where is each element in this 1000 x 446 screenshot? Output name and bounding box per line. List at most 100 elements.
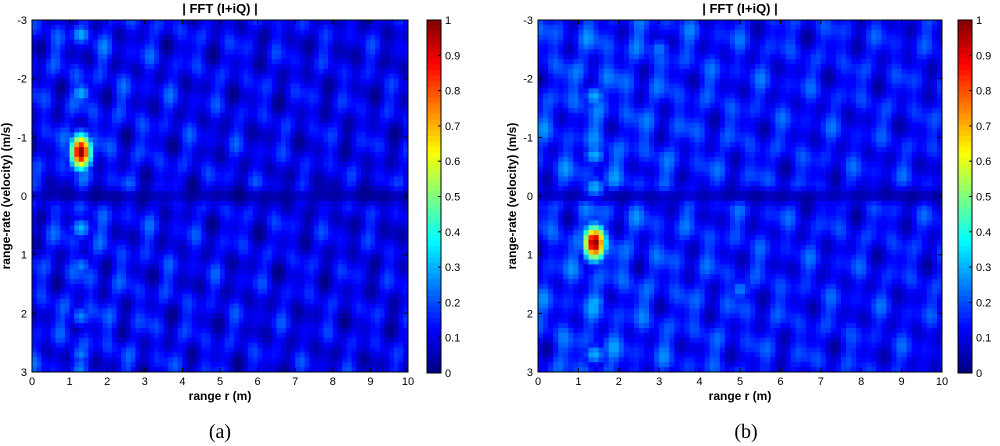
heatmap-cell [389, 54, 395, 60]
heatmap-cell [107, 83, 113, 89]
heatmap-cell [262, 313, 268, 319]
heatmap-cell [267, 20, 273, 26]
heatmap-cell [163, 279, 169, 285]
heatmap-cell [224, 122, 230, 128]
heatmap-cell [60, 34, 66, 40]
heatmap-cell [102, 176, 108, 182]
heatmap-cell [50, 117, 56, 124]
heatmap-cell [215, 161, 221, 168]
heatmap-cell [168, 191, 174, 197]
heatmap-cell [267, 142, 273, 148]
heatmap-cell [50, 142, 56, 148]
heatmap-cell [144, 210, 150, 216]
heatmap-cell [323, 54, 329, 60]
heatmap-cell [262, 240, 268, 246]
heatmap-cell [281, 313, 287, 319]
heatmap-cell [135, 191, 141, 197]
heatmap-cell [224, 230, 230, 236]
heatmap-cell [262, 259, 268, 265]
heatmap-cell [187, 34, 193, 40]
heatmap-cell [384, 64, 390, 70]
heatmap-cell [323, 225, 329, 231]
heatmap-cell [370, 240, 376, 246]
heatmap-cell [79, 191, 85, 197]
heatmap-cell [140, 215, 146, 221]
heatmap-cell [173, 210, 179, 216]
heatmap-cell [144, 83, 150, 89]
heatmap-cell [285, 235, 291, 241]
heatmap-cell [88, 235, 94, 241]
heatmap-cell [332, 166, 338, 172]
heatmap-cell [168, 39, 174, 45]
heatmap-cell [267, 220, 273, 226]
heatmap-cell [97, 88, 103, 94]
heatmap-cell [318, 44, 324, 50]
heatmap-cell [182, 274, 188, 280]
heatmap-cell [361, 44, 367, 50]
heatmap-cell [182, 171, 188, 177]
heatmap-cell [107, 244, 113, 251]
heatmap-cell [252, 230, 258, 236]
heatmap-cell [271, 64, 277, 70]
heatmap-cell [224, 249, 230, 256]
heatmap-cell [158, 112, 164, 119]
heatmap-cell [276, 318, 282, 324]
heatmap-cell [309, 24, 315, 31]
heatmap-cell [116, 288, 122, 295]
heatmap-cell [210, 142, 216, 148]
heatmap-cell [351, 127, 357, 133]
heatmap-cell [93, 156, 99, 163]
heatmap-cell [182, 112, 188, 119]
heatmap-cell [309, 132, 315, 138]
heatmap-cell [177, 44, 183, 50]
heatmap-cell [342, 259, 348, 265]
heatmap-cell [154, 147, 160, 153]
heatmap-cell [163, 122, 169, 128]
heatmap-cell [229, 59, 235, 65]
heatmap-cell [248, 34, 254, 40]
heatmap-cell [215, 264, 221, 270]
heatmap-cell [271, 240, 277, 246]
heatmap-cell [356, 20, 362, 26]
heatmap-cell [135, 244, 141, 251]
heatmap-cell [342, 54, 348, 60]
heatmap-cell [290, 264, 296, 270]
heatmap-cell [191, 54, 197, 60]
heatmap-cell [173, 323, 179, 329]
heatmap-cell [36, 127, 42, 133]
heatmap-cell [351, 122, 357, 128]
heatmap-cell [365, 44, 371, 50]
heatmap-cell [403, 98, 409, 104]
heatmap-cell [290, 313, 296, 319]
heatmap-cell [257, 298, 263, 304]
heatmap-cell [384, 279, 390, 285]
heatmap-cell [365, 132, 371, 138]
heatmap-cell [79, 73, 85, 80]
heatmap-cell [83, 230, 89, 236]
heatmap-cell [64, 269, 70, 275]
heatmap-cell [370, 93, 376, 99]
heatmap-cell [346, 152, 352, 158]
heatmap-cell [116, 68, 122, 75]
heatmap-cell [314, 20, 320, 26]
heatmap-cell [182, 49, 188, 55]
heatmap-cell [88, 98, 94, 104]
heatmap-cell [149, 318, 155, 324]
heatmap-cell [215, 235, 221, 241]
heatmap-cell [177, 181, 183, 187]
heatmap-cell [107, 293, 113, 300]
heatmap-cell [351, 117, 357, 124]
heatmap-cell [403, 191, 409, 197]
heatmap-cell [393, 103, 399, 109]
heatmap-cell [393, 98, 399, 104]
heatmap-cell [346, 220, 352, 226]
heatmap-cell [88, 215, 94, 221]
heatmap-cell [332, 264, 338, 270]
heatmap-cell [74, 264, 80, 270]
heatmap-cell [149, 103, 155, 109]
heatmap-cell [248, 196, 254, 202]
heatmap-cell [337, 20, 343, 26]
heatmap-cell [375, 34, 381, 40]
heatmap-cell [276, 191, 282, 197]
heatmap-cell [281, 308, 287, 314]
